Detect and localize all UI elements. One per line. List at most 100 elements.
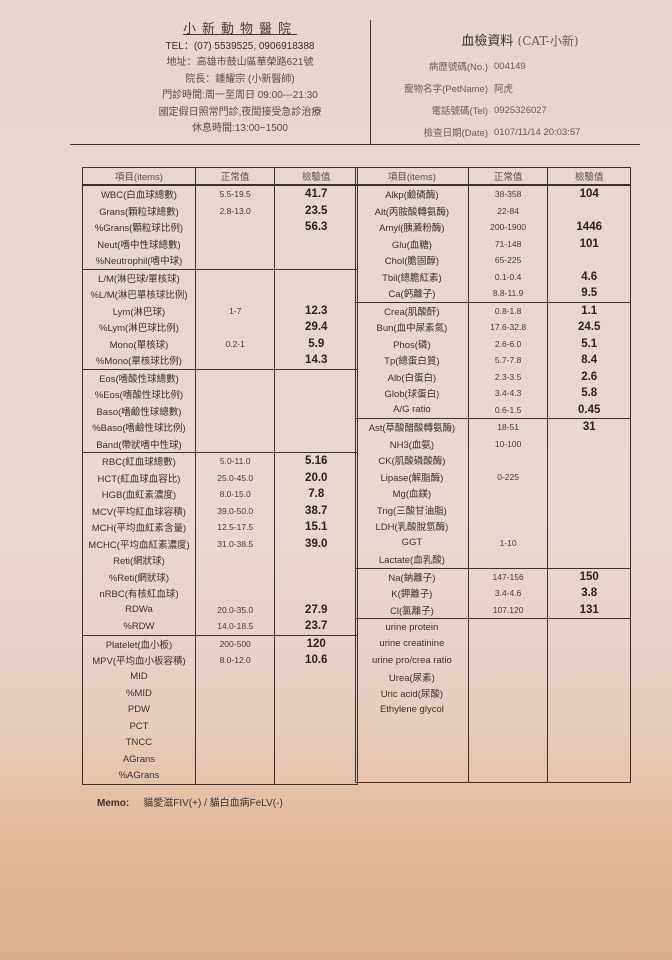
info-value: 0925326027 xyxy=(494,104,547,116)
item-name: Band(帶狀嗜中性球) xyxy=(82,435,196,453)
item-name: PCT xyxy=(82,718,196,735)
table-group: Platelet(血小板) 200-500 120 MPV(平均血小板容積) 8.0-1… xyxy=(82,634,358,785)
item-name: %Mono(單核球比例) xyxy=(82,352,196,369)
normal-range xyxy=(194,386,275,403)
table-row: Trig(三酸甘油脂) xyxy=(355,501,631,518)
normal-range: 200-1900 xyxy=(467,219,548,236)
normal-range: 2.3-3.5 xyxy=(467,368,548,385)
item-name: Glu(血糖) xyxy=(355,235,469,252)
item-name: MCV(平均紅血球容積) xyxy=(82,502,196,519)
test-value xyxy=(547,501,631,518)
test-value: 3.8 xyxy=(547,585,631,602)
table-row: RDWa 20.0-35.0 27.9 xyxy=(82,601,358,618)
item-name: Cl(氯離子) xyxy=(355,601,469,619)
table-row: Ethylene glycol xyxy=(355,701,631,718)
normal-range: 65-225 xyxy=(467,252,548,269)
table-row: Na(鈉離子) 147-156 150 xyxy=(355,567,631,585)
test-value xyxy=(547,668,631,685)
clinic-director: 院長：鍾耀宗 (小新醫師) xyxy=(185,73,295,85)
item-name: MPV(平均血小板容積) xyxy=(82,652,196,669)
item-name: Uric acid(尿酸) xyxy=(355,685,469,702)
header-rule xyxy=(70,144,640,145)
test-value: 0.45 xyxy=(547,401,631,419)
table-row: Alkp(鹼磷酶) 38-358 104 xyxy=(355,185,631,203)
item-name: AGrans xyxy=(82,751,196,768)
test-value xyxy=(547,485,631,502)
normal-range xyxy=(194,219,275,236)
normal-range xyxy=(194,368,275,386)
normal-range xyxy=(467,485,548,502)
normal-range: 22-84 xyxy=(467,202,548,219)
table-row: Baso(嗜鹼性球總數) xyxy=(82,402,358,419)
table-row: MCV(平均紅血球容積) 39.0-50.0 38.7 xyxy=(82,502,358,519)
test-value xyxy=(547,551,631,568)
table-row: nRBC(有核紅血球) xyxy=(82,585,358,602)
item-name: Reti(網狀球) xyxy=(82,552,196,569)
item-name: Na(鈉離子) xyxy=(355,567,469,585)
normal-range xyxy=(194,435,275,453)
normal-range: 2.6-6.0 xyxy=(467,335,548,352)
test-value xyxy=(547,202,631,219)
item-name: Ca(鈣離子) xyxy=(355,285,469,302)
chemistry-table: 項目(items) 正常值 檢驗值 Alkp(鹼磷酶) 38-358 104 Alt(… xyxy=(355,167,631,783)
normal-range: 12.5-17.5 xyxy=(194,519,275,536)
test-value: 20.0 xyxy=(274,469,358,486)
normal-range: 8.0-12.0 xyxy=(194,652,275,669)
test-value: 15.1 xyxy=(274,519,358,536)
table-row: Reti(網狀球) xyxy=(82,552,358,569)
table-row: %AGrans xyxy=(82,767,358,785)
item-name: Phos(磷) xyxy=(355,335,469,352)
normal-range: 0.2-1 xyxy=(194,335,275,352)
clinic-header: 小新動物醫院 TEL：(07) 5539525, 0906918388 地址：高… xyxy=(130,22,350,138)
normal-range: 39.0-50.0 xyxy=(194,502,275,519)
normal-range xyxy=(194,235,275,252)
table-row: %Baso(嗜鹼性球比例) xyxy=(82,419,358,436)
table-row: CK(肌酸磷酸酶) xyxy=(355,452,631,469)
table-row: Amyl(胰澱粉酶) 200-1900 1446 xyxy=(355,219,631,236)
normal-range xyxy=(194,319,275,336)
table-row: Ca(鈣離子) 8.8-11.9 9.5 xyxy=(355,285,631,302)
table-row: MCH(平均血紅素含量) 12.5-17.5 15.1 xyxy=(82,519,358,536)
normal-range xyxy=(194,352,275,369)
item-name: Tp(總蛋白質) xyxy=(355,352,469,369)
table-row: HGB(血紅素濃度) 8.0-15.0 7.8 xyxy=(82,486,358,503)
normal-range xyxy=(194,685,275,702)
item-name: %RDW xyxy=(82,618,196,635)
info-value: 004149 xyxy=(494,60,526,72)
test-value xyxy=(274,718,358,735)
test-value xyxy=(547,468,631,485)
normal-range xyxy=(194,718,275,735)
item-name: Amyl(胰澱粉酶) xyxy=(355,219,469,236)
report-title-text: 血檢資料 xyxy=(461,34,514,49)
test-value xyxy=(274,402,358,419)
info-label: 寵物名字(PetName) xyxy=(404,84,488,95)
info-field: 病歷號碼(No.) 004149 xyxy=(380,55,630,77)
memo: Memo: 貓愛滋FIV(+) / 貓白血病FeLV(-) xyxy=(97,794,283,809)
item-name: L/M(淋巴球/單核球) xyxy=(82,268,196,286)
test-value xyxy=(274,734,358,751)
test-value xyxy=(547,534,631,551)
table-row: PDW xyxy=(82,701,358,718)
item-name: %L/M(淋巴單核球比例) xyxy=(82,286,196,303)
clinic-tel: TEL：(07) 5539525, 0906918388 xyxy=(165,40,315,52)
item-name: %Grans(顆粒球比例) xyxy=(82,219,196,236)
item-name: Chol(膽固醇) xyxy=(355,252,469,269)
item-name: %Baso(嗜鹼性球比例) xyxy=(82,419,196,436)
table-group: Ast(草酸醋酸轉氨酶) 18-51 31 NH3(血氨) 10-100 CK(肌酸磷酸酶… xyxy=(355,418,631,568)
item-name: Alb(白蛋白) xyxy=(355,368,469,385)
memo-label: Memo: xyxy=(97,798,130,809)
test-value xyxy=(274,386,358,403)
report-title: 血檢資料 (CAT-小新) xyxy=(380,30,630,49)
normal-range: 38-358 xyxy=(467,185,548,203)
test-value: 120 xyxy=(274,634,358,652)
normal-range xyxy=(467,685,548,702)
normal-range xyxy=(467,635,548,652)
item-name: Urea(尿素) xyxy=(355,668,469,685)
test-value xyxy=(547,652,631,669)
test-value: 14.3 xyxy=(274,352,358,369)
test-value xyxy=(274,235,358,252)
table-row: Tp(總蛋白質) 5.7-7.8 8.4 xyxy=(355,352,631,369)
table-row: WBC(白血球總數) 5.5-19.5 41.7 xyxy=(82,185,358,203)
memo-text: 貓愛滋FIV(+) / 貓白血病FeLV(-) xyxy=(143,798,283,809)
test-value: 5.1 xyxy=(547,335,631,352)
